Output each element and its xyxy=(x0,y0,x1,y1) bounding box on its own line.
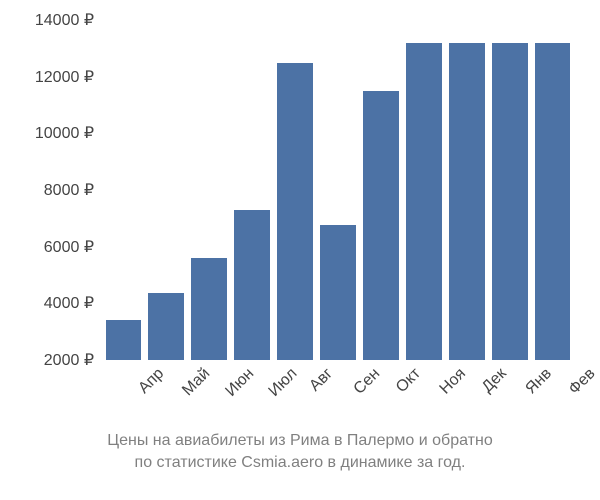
y-tick: 4000 ₽ xyxy=(10,293,94,313)
x-tick: Апр xyxy=(136,365,169,398)
x-tick: Июн xyxy=(223,365,259,401)
x-tick: Май xyxy=(180,365,215,400)
bar xyxy=(406,43,442,360)
chart-container: 2000 ₽ 4000 ₽ 6000 ₽ 8000 ₽ 10000 ₽ 1200… xyxy=(10,10,590,490)
x-tick: Сен xyxy=(351,365,384,398)
x-tick: Авг xyxy=(306,365,336,395)
x-axis: Апр Май Июн Июл Авг Сен Окт Ноя Дек Янв … xyxy=(98,365,578,425)
y-tick: 14000 ₽ xyxy=(10,10,94,30)
bar xyxy=(191,258,227,360)
y-tick: 6000 ₽ xyxy=(10,237,94,257)
y-tick: 8000 ₽ xyxy=(10,180,94,200)
x-tick: Окт xyxy=(393,365,425,397)
caption-line-2: по статистике Csmia.aero в динамике за г… xyxy=(135,454,466,471)
plot-area xyxy=(98,20,578,360)
bar xyxy=(492,43,528,360)
bar xyxy=(148,293,184,360)
bars-group xyxy=(98,20,578,360)
bar xyxy=(277,63,313,361)
y-tick: 2000 ₽ xyxy=(10,350,94,370)
y-tick: 10000 ₽ xyxy=(10,123,94,143)
y-tick: 12000 ₽ xyxy=(10,67,94,87)
caption-line-1: Цены на авиабилеты из Рима в Палермо и о… xyxy=(107,432,492,449)
bar xyxy=(106,320,142,360)
bar xyxy=(449,43,485,360)
bar xyxy=(535,43,571,360)
bar xyxy=(363,91,399,360)
x-tick: Янв xyxy=(522,365,555,398)
y-axis: 2000 ₽ 4000 ₽ 6000 ₽ 8000 ₽ 10000 ₽ 1200… xyxy=(10,20,94,360)
x-tick: Июл xyxy=(266,365,302,401)
bar xyxy=(234,210,270,360)
x-tick: Дек xyxy=(479,365,511,397)
chart-caption: Цены на авиабилеты из Рима в Палермо и о… xyxy=(10,430,590,473)
x-tick: Фев xyxy=(565,365,599,399)
x-tick: Ноя xyxy=(436,365,469,398)
bar xyxy=(320,225,356,360)
